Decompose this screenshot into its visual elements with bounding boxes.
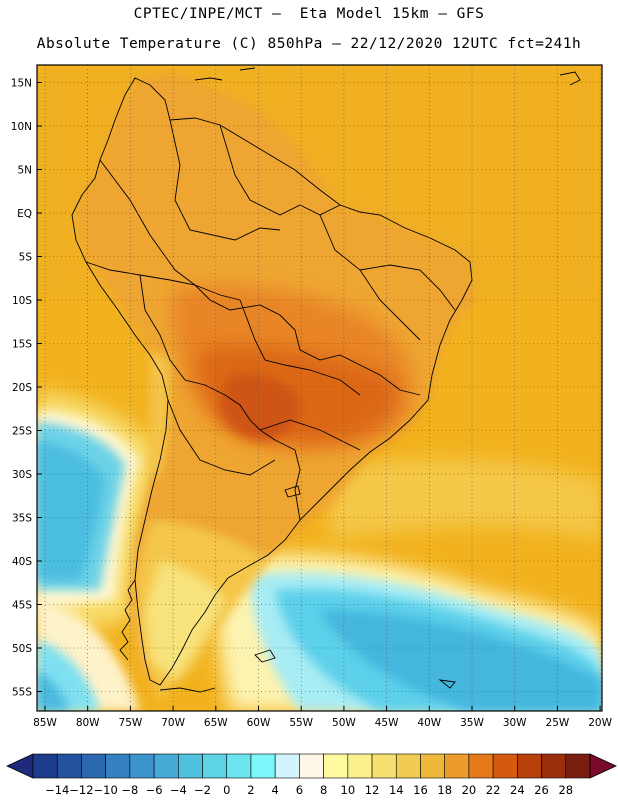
colorbar-swatch bbox=[178, 753, 203, 779]
colorbar-label: 24 bbox=[510, 783, 525, 797]
colorbar-label: −14 bbox=[45, 783, 69, 797]
colorbar-label: −8 bbox=[121, 783, 138, 797]
colorbar-swatch bbox=[347, 753, 373, 779]
colorbar-swatch bbox=[202, 753, 228, 779]
colorbar-label: 16 bbox=[413, 783, 428, 797]
colorbar-high-arrow bbox=[589, 753, 617, 779]
lat-tick-label: 35S bbox=[12, 513, 32, 525]
lat-tick-label: 40S bbox=[12, 556, 32, 568]
lat-tick-label: 10S bbox=[12, 295, 32, 307]
colorbar-swatch bbox=[226, 753, 252, 779]
colorbar-label: 14 bbox=[389, 783, 404, 797]
lon-tick-label: 35W bbox=[460, 717, 484, 729]
colorbar-label: −10 bbox=[94, 783, 118, 797]
colorbar-swatch bbox=[105, 753, 131, 779]
colorbar-swatch bbox=[468, 753, 494, 779]
colorbar-label: −12 bbox=[69, 783, 93, 797]
colorbar-label: 20 bbox=[462, 783, 477, 797]
colorbar-label: 22 bbox=[486, 783, 501, 797]
lat-tick-label: 50S bbox=[12, 643, 32, 655]
lon-tick-label: 85W bbox=[33, 717, 57, 729]
lat-tick-label: 5S bbox=[19, 252, 33, 264]
map-frame bbox=[36, 64, 603, 712]
lon-tick-label: 50W bbox=[332, 717, 356, 729]
temperature-field bbox=[37, 65, 602, 711]
lon-tick-label: 25W bbox=[546, 717, 570, 729]
colorbar-swatch bbox=[32, 753, 58, 779]
lat-tick-label: 15N bbox=[11, 78, 32, 90]
colorbar-swatch bbox=[274, 753, 300, 779]
lat-tick-label: 25S bbox=[12, 426, 32, 438]
map-subtitle: Absolute Temperature (C) 850hPa – 22/12/… bbox=[36, 36, 582, 52]
colorbar: −14 −12 −10 −8 −6 −4 −2 0 2 4 6 8 10 12 14 16 18 20 22 24 26… bbox=[6, 753, 617, 797]
lat-tick-label: 10N bbox=[11, 121, 32, 133]
colorbar-label: 4 bbox=[272, 783, 279, 797]
colorbar-swatch bbox=[444, 753, 470, 779]
colorbar-swatch bbox=[81, 753, 106, 779]
colorbar-label: 0 bbox=[223, 783, 230, 797]
colorbar-label: −6 bbox=[146, 783, 163, 797]
map-title: CPTEC/INPE/MCT – Eta Model 15km – GFS bbox=[133, 6, 485, 22]
lon-tick-label: 55W bbox=[289, 717, 313, 729]
colorbar-swatch bbox=[56, 753, 82, 779]
colorbar-swatch bbox=[517, 753, 542, 779]
lon-tick-label: 20W bbox=[588, 717, 612, 729]
lon-tick-label: 60W bbox=[247, 717, 271, 729]
colorbar-swatch bbox=[395, 753, 421, 779]
colorbar-swatch bbox=[323, 753, 349, 779]
colorbar-swatch bbox=[299, 753, 324, 779]
colorbar-label: 18 bbox=[437, 783, 452, 797]
lon-tick-label: 40W bbox=[417, 717, 441, 729]
lon-tick-label: 80W bbox=[76, 717, 100, 729]
colorbar-label: −4 bbox=[170, 783, 187, 797]
colorbar-label: 2 bbox=[247, 783, 254, 797]
lat-tick-label: EQ bbox=[17, 208, 32, 220]
lon-tick-label: 65W bbox=[204, 717, 228, 729]
colorbar-swatch bbox=[250, 753, 276, 779]
colorbar-swatch bbox=[492, 753, 518, 779]
colorbar-swatch bbox=[541, 753, 567, 779]
colorbar-low-arrow bbox=[6, 753, 34, 779]
longitude-axis: 85W 80W 75W 70W 65W 60W 55W 50W 45W 40W 35W 30W 25W 2… bbox=[33, 706, 613, 729]
lat-tick-label: 55S bbox=[12, 687, 32, 699]
colorbar-swatch bbox=[153, 753, 179, 779]
colorbar-label: 28 bbox=[558, 783, 573, 797]
lat-tick-label: 45S bbox=[12, 600, 32, 612]
colorbar-label: 6 bbox=[296, 783, 303, 797]
lon-tick-label: 45W bbox=[375, 717, 399, 729]
lon-tick-label: 30W bbox=[503, 717, 527, 729]
lon-tick-label: 70W bbox=[161, 717, 185, 729]
colorbar-swatch bbox=[420, 753, 445, 779]
latitude-axis: 15N 10N 5N EQ 5S 10S 15S 20S 25S 30S 35S 40S 45S 50S 5… bbox=[11, 78, 42, 699]
lat-tick-label: 15S bbox=[12, 339, 32, 351]
lat-tick-label: 20S bbox=[12, 382, 32, 394]
colorbar-label: 10 bbox=[341, 783, 356, 797]
colorbar-swatch bbox=[129, 753, 155, 779]
colorbar-swatch bbox=[371, 753, 397, 779]
lat-tick-label: 30S bbox=[12, 469, 32, 481]
colorbar-label: 8 bbox=[320, 783, 327, 797]
lon-tick-label: 75W bbox=[119, 717, 143, 729]
colorbar-label: 12 bbox=[365, 783, 380, 797]
colorbar-label: −2 bbox=[194, 783, 211, 797]
coastlines bbox=[71, 67, 581, 693]
colorbar-label: 26 bbox=[534, 783, 549, 797]
colorbar-swatch bbox=[565, 753, 591, 779]
lat-tick-label: 5N bbox=[17, 165, 32, 177]
